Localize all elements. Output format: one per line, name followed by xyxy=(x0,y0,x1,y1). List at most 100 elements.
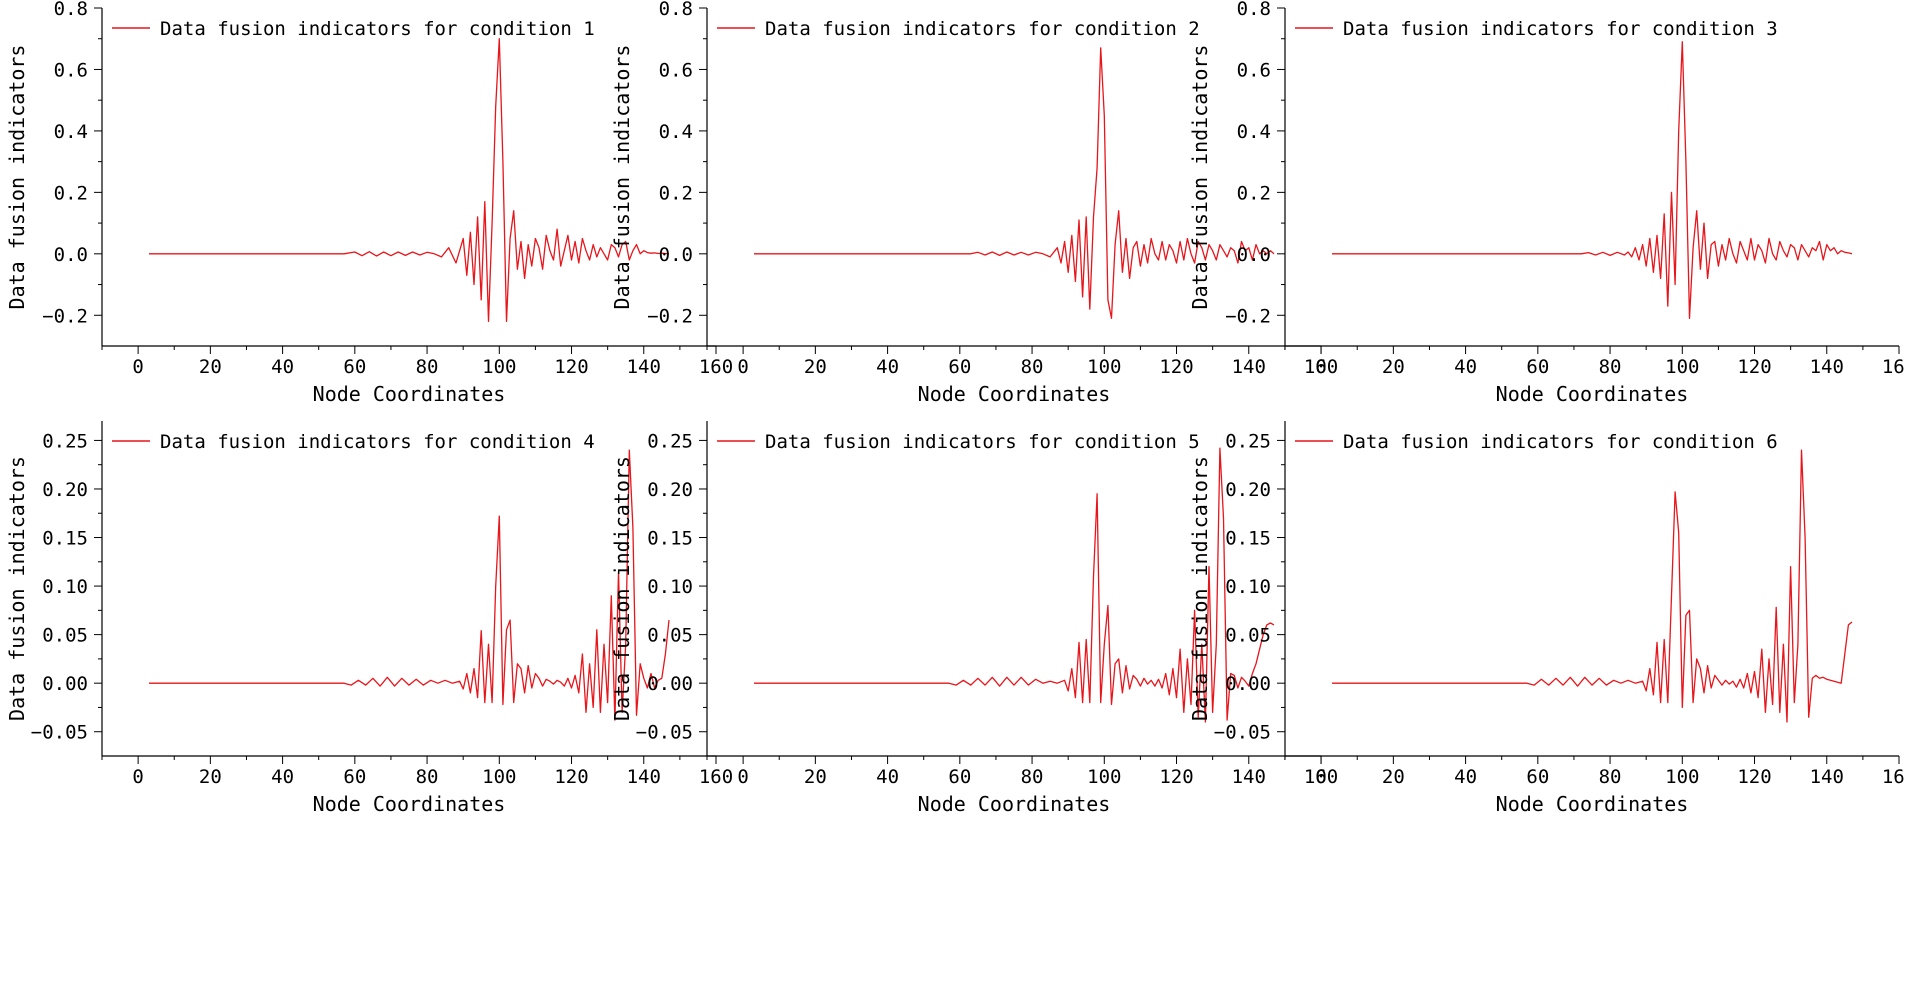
series-line xyxy=(149,449,670,721)
y-tick-label: 0.10 xyxy=(1225,576,1271,598)
x-tick-label: 20 xyxy=(804,356,827,378)
series-line xyxy=(754,447,1275,723)
legend-label: Data fusion indicators for condition 4 xyxy=(160,431,595,453)
x-tick-label: 140 xyxy=(627,356,661,378)
y-tick-label: −0.2 xyxy=(647,305,693,327)
x-tick-label: 60 xyxy=(948,766,971,788)
y-tick-label: 0.4 xyxy=(54,121,88,143)
x-tick-label: 60 xyxy=(343,766,366,788)
x-tick-label: 100 xyxy=(482,766,516,788)
y-tick-label: 0.10 xyxy=(647,576,693,598)
chart-panel-2: 0 20 40 60 80 100 120 140 160 −0.2 0.0 0.2 0.4 0.6 0.8… xyxy=(610,0,1338,406)
y-tick-label: 0.20 xyxy=(42,479,88,501)
x-tick-label: 40 xyxy=(876,766,899,788)
x-tick-label: 120 xyxy=(554,766,588,788)
y-tick-label: 0.20 xyxy=(1225,479,1271,501)
y-tick-label: 0.25 xyxy=(647,430,693,452)
legend-label: Data fusion indicators for condition 3 xyxy=(1343,18,1778,40)
y-tick-label: 0.4 xyxy=(1237,121,1271,143)
chart-panel-5: 0 20 40 60 80 100 120 140 160 −0.05 0.00 0.05 0.10 0.… xyxy=(610,421,1338,816)
x-axis-label: Node Coordinates xyxy=(313,792,506,816)
x-tick-label: 20 xyxy=(1382,766,1405,788)
chart-panel-3: 0 20 40 60 80 100 120 140 160 −0.2 0.0 0.2 0.4 0.6 0.8… xyxy=(1188,0,1905,406)
x-tick-label: 80 xyxy=(1021,356,1044,378)
x-tick-label: 0 xyxy=(1315,356,1326,378)
y-axis-label: Data fusion indicators xyxy=(610,45,634,310)
y-tick-label: 0.6 xyxy=(1237,59,1271,81)
x-tick-label: 40 xyxy=(271,356,294,378)
x-tick-label: 100 xyxy=(1087,766,1121,788)
x-tick-label: 40 xyxy=(271,766,294,788)
y-tick-label: 0.25 xyxy=(1225,430,1271,452)
y-tick-label: 0.2 xyxy=(1237,182,1271,204)
x-tick-label: 0 xyxy=(1315,766,1326,788)
x-tick-label: 100 xyxy=(1665,356,1699,378)
x-axis-label: Node Coordinates xyxy=(1496,382,1689,406)
y-tick-label: −0.2 xyxy=(42,305,88,327)
y-tick-label: 0.15 xyxy=(1225,528,1271,550)
y-tick-label: 0.00 xyxy=(647,673,693,695)
y-axis-label: Data fusion indicators xyxy=(5,456,29,721)
x-tick-label: 40 xyxy=(876,356,899,378)
y-tick-label: 0.10 xyxy=(42,576,88,598)
x-tick-label: 20 xyxy=(199,356,222,378)
y-tick-label: 0.20 xyxy=(647,479,693,501)
chart-panel-4: 0 20 40 60 80 100 120 140 160 −0.05 0.00 0.05 0.10 0.… xyxy=(5,421,733,816)
legend-label: Data fusion indicators for condition 2 xyxy=(765,18,1200,40)
x-axis-label: Node Coordinates xyxy=(313,382,506,406)
x-tick-label: 100 xyxy=(1087,356,1121,378)
x-tick-label: 20 xyxy=(199,766,222,788)
x-tick-label: 120 xyxy=(1159,356,1193,378)
x-axis-label: Node Coordinates xyxy=(1496,792,1689,816)
series-line xyxy=(754,47,1275,319)
x-tick-label: 140 xyxy=(1810,356,1844,378)
y-tick-label: −0.05 xyxy=(31,722,88,744)
x-tick-label: 120 xyxy=(1737,356,1771,378)
x-tick-label: 120 xyxy=(554,356,588,378)
x-tick-label: 120 xyxy=(1737,766,1771,788)
y-tick-label: 0.05 xyxy=(42,625,88,647)
x-tick-label: 60 xyxy=(343,356,366,378)
chart-panel-1: 0 20 40 60 80 100 120 140 160 −0.2 0.0 0.2 0.4 0.6 0.8… xyxy=(5,0,733,406)
series-line xyxy=(149,38,670,323)
x-tick-label: 140 xyxy=(627,766,661,788)
x-axis-label: Node Coordinates xyxy=(918,792,1111,816)
y-tick-label: 0.6 xyxy=(659,59,693,81)
y-tick-label: 0.25 xyxy=(42,430,88,452)
x-tick-label: 80 xyxy=(1021,766,1044,788)
x-tick-label: 100 xyxy=(482,356,516,378)
x-tick-label: 20 xyxy=(804,766,827,788)
y-tick-label: −0.05 xyxy=(636,722,693,744)
x-tick-label: 160 xyxy=(1304,356,1338,378)
x-tick-label: 160 xyxy=(699,356,733,378)
x-tick-label: 0 xyxy=(737,356,748,378)
chart-panel-6: 0 20 40 60 80 100 120 140 160 −0.05 0.00 0.05 0.10 0.… xyxy=(1188,421,1905,816)
x-tick-label: 80 xyxy=(1599,356,1622,378)
x-tick-label: 0 xyxy=(132,766,143,788)
y-tick-label: 0.4 xyxy=(659,121,693,143)
x-axis-label: Node Coordinates xyxy=(918,382,1111,406)
y-tick-label: 0.0 xyxy=(54,244,88,266)
x-tick-label: 140 xyxy=(1232,356,1266,378)
y-tick-label: 0.6 xyxy=(54,59,88,81)
y-tick-label: 0.05 xyxy=(647,625,693,647)
x-tick-label: 80 xyxy=(416,356,439,378)
y-tick-label: 0.00 xyxy=(1225,673,1271,695)
y-axis-label: Data fusion indicators xyxy=(1188,456,1212,721)
x-tick-label: 100 xyxy=(1665,766,1699,788)
x-tick-label: 160 xyxy=(699,766,733,788)
x-tick-label: 160 xyxy=(1304,766,1338,788)
legend-label: Data fusion indicators for condition 5 xyxy=(765,431,1200,453)
y-tick-label: 0.2 xyxy=(54,182,88,204)
y-axis-label: Data fusion indicators xyxy=(5,45,29,310)
x-tick-label: 80 xyxy=(416,766,439,788)
x-tick-label: 160 xyxy=(1882,766,1905,788)
y-tick-label: 0.15 xyxy=(42,528,88,550)
y-tick-label: 0.00 xyxy=(42,673,88,695)
x-tick-label: 40 xyxy=(1454,356,1477,378)
y-tick-label: −0.2 xyxy=(1225,305,1271,327)
x-tick-label: 160 xyxy=(1882,356,1905,378)
y-tick-label: −0.05 xyxy=(1214,722,1271,744)
y-tick-label: 0.2 xyxy=(659,182,693,204)
